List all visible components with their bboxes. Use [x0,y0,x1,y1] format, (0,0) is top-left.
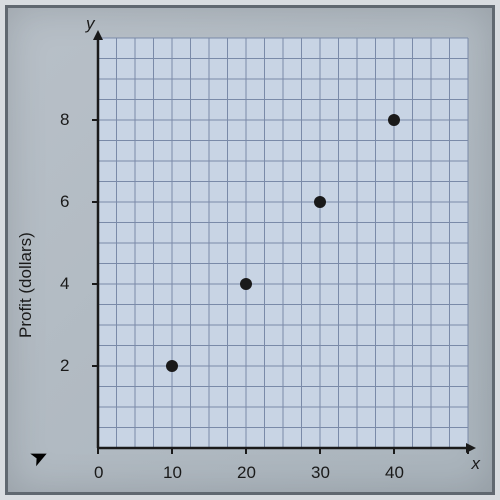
y-axis-title: Profit (dollars) [16,232,36,338]
scatter-chart-svg [78,28,478,458]
cursor-icon: ➤ [25,441,53,472]
chart-plot-area [78,28,478,458]
y-tick-4: 4 [60,274,69,294]
x-tick-30: 30 [311,463,330,483]
x-tick-0: 0 [94,463,103,483]
y-tick-2: 2 [60,356,69,376]
y-tick-6: 6 [60,192,69,212]
y-tick-8: 8 [60,110,69,130]
x-tick-20: 20 [237,463,256,483]
chart-frame: y x Profit (dollars) 8 6 4 2 0 10 20 30 … [5,5,495,495]
x-tick-10: 10 [163,463,182,483]
x-tick-40: 40 [385,463,404,483]
